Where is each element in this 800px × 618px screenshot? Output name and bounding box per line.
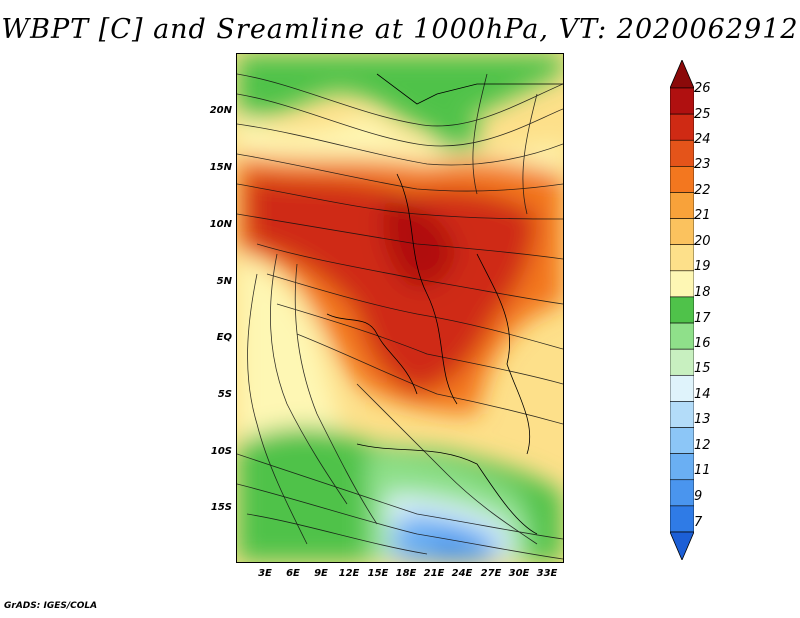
colorbar-level-label: 26 [694,81,711,96]
x-tick-label: 30E [508,568,530,579]
x-tick-label: 18E [395,568,417,579]
x-tick-label: 21E [423,568,445,579]
credit-label: GrADS: IGES/COLA [4,601,98,611]
colorbar-segment [670,479,694,507]
colorbar-segment [670,374,694,402]
colorbar-segment [670,427,694,454]
map-panel [236,53,564,563]
colorbar-level-label: 18 [694,285,711,300]
y-tick-label: 15S [210,502,232,513]
colorbar-level-label: 13 [694,412,711,427]
colorbar-level-label: 25 [694,107,711,122]
y-tick-label: 15N [209,162,232,173]
colorbar-level-label: 24 [694,132,711,147]
colorbar-level-label: 14 [694,387,711,402]
x-tick-label: 3E [258,568,272,579]
colorbar-segment [670,348,694,376]
y-tick-label: 5N [216,276,232,287]
colorbar-level-label: 7 [694,515,703,530]
y-tick-label: EQ [216,332,232,343]
colorbar-level-label: 19 [694,259,711,274]
x-tick-label: 6E [286,568,300,579]
x-tick-label: 33E [536,568,558,579]
colorbar-segment [670,322,694,350]
x-tick-label: 24E [451,568,473,579]
colorbar-level-label: 22 [694,183,711,198]
colorbar-level-label: 12 [694,438,711,453]
chart-title: WBPT [C] and Sreamline at 1000hPa, VT: 2… [1,14,799,45]
colorbar [670,60,694,560]
colorbar-level-label: 15 [694,361,711,376]
colorbar-segment [670,218,694,246]
colorbar-level-label: 23 [694,157,711,172]
colorbar-level-label: 17 [694,311,711,326]
colorbar-top-arrow [670,60,694,89]
x-tick-label: 9E [314,568,328,579]
y-tick-label: 20N [209,105,232,116]
colorbar-segment [670,401,694,428]
colorbar-segment [670,192,694,219]
colorbar-bottom-arrow [670,531,694,560]
colorbar-level-label: 21 [694,208,711,223]
colorbar-segment [670,139,694,167]
colorbar-level-label: 11 [694,463,711,478]
y-tick-label: 5S [217,389,232,400]
colorbar-segment [670,296,694,324]
y-tick-label: 10S [210,446,232,457]
colorbar-segment [670,244,694,272]
x-tick-label: 12E [338,568,360,579]
colorbar-segment [670,270,694,298]
colorbar-segment [670,166,694,193]
colorbar-level-label: 16 [694,336,711,351]
x-tick-label: 27E [480,568,502,579]
colorbar-segment [670,87,694,115]
y-tick-label: 10N [209,219,232,230]
colorbar-segment [670,113,694,141]
colorbar-segment [670,453,694,481]
x-tick-label: 15E [367,568,389,579]
colorbar-segment [670,505,694,533]
colorbar-level-label: 20 [694,234,711,249]
wbpt-field [237,54,563,562]
colorbar-level-label: 9 [694,489,703,504]
